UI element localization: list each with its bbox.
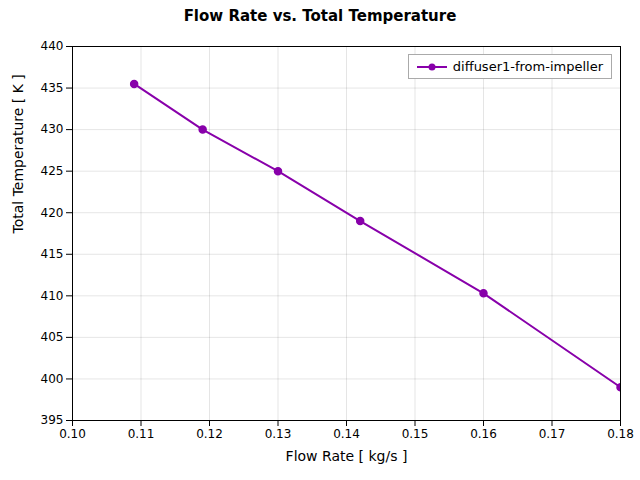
svg-text:0.18: 0.18 xyxy=(607,427,634,441)
svg-text:435: 435 xyxy=(41,81,64,95)
svg-text:405: 405 xyxy=(41,330,64,344)
svg-text:0.12: 0.12 xyxy=(196,427,223,441)
svg-text:0.16: 0.16 xyxy=(470,427,497,441)
svg-text:Flow Rate [ kg/s ]: Flow Rate [ kg/s ] xyxy=(286,448,408,464)
svg-text:0.15: 0.15 xyxy=(402,427,429,441)
html-text:Flow Rate vs. Total Temperatur: Flow Rate vs. Total Temperature xyxy=(183,7,457,25)
svg-text:440: 440 xyxy=(41,39,64,53)
svg-text:0.17: 0.17 xyxy=(539,427,566,441)
svg-text:410: 410 xyxy=(41,289,64,303)
svg-text:430: 430 xyxy=(41,122,64,136)
svg-text:400: 400 xyxy=(41,372,64,386)
svg-text:425: 425 xyxy=(41,164,64,178)
html-text:diffuser1-from-impeller: diffuser1-from-impeller xyxy=(452,59,603,74)
svg-text:0.11: 0.11 xyxy=(128,427,155,441)
svg-text:Total Temperature [ K ]: Total Temperature [ K ] xyxy=(10,74,26,234)
svg-text:0.14: 0.14 xyxy=(333,427,360,441)
svg-text:395: 395 xyxy=(41,413,64,427)
svg-text:0.13: 0.13 xyxy=(265,427,292,441)
svg-text:420: 420 xyxy=(41,206,64,220)
svg-text:415: 415 xyxy=(41,247,64,261)
svg-text:0.10: 0.10 xyxy=(59,427,86,441)
